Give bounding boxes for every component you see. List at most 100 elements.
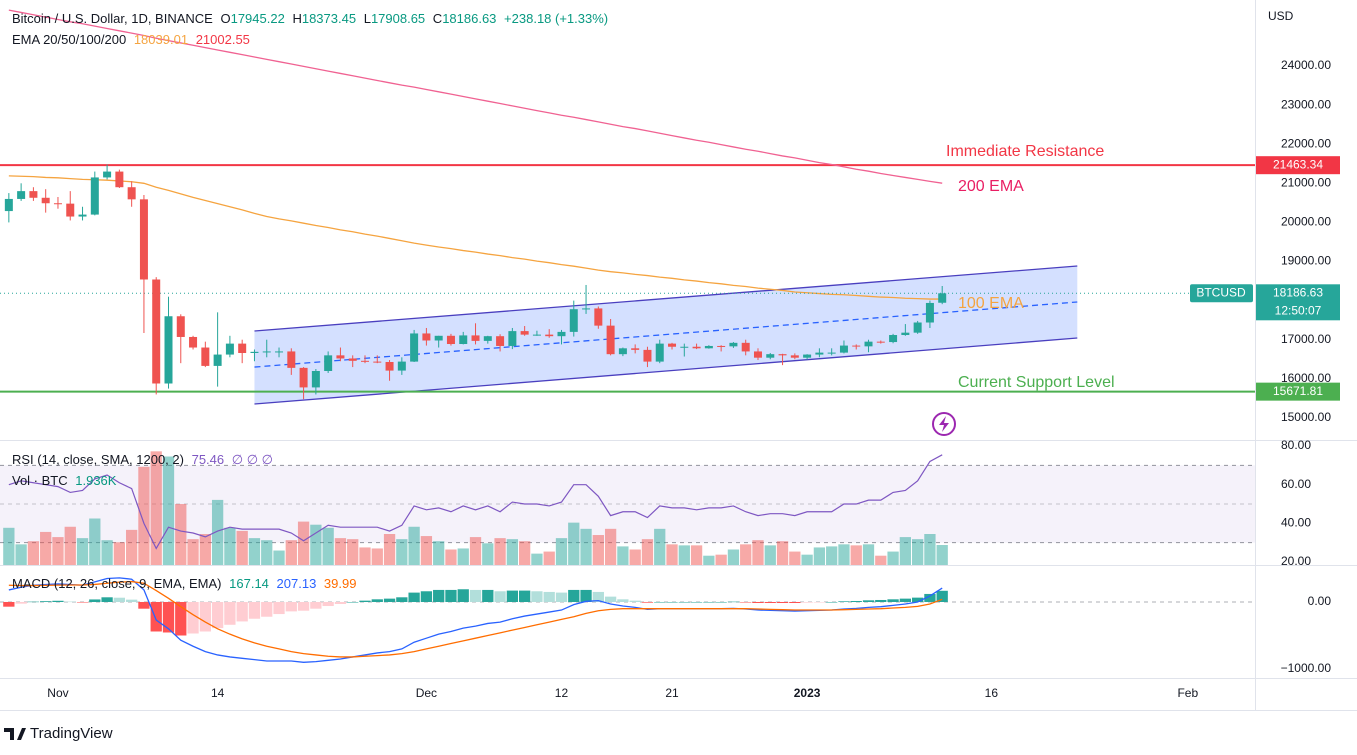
- macd-hist-bar: [52, 600, 64, 602]
- candle-body: [803, 354, 812, 358]
- x-tick-label: Dec: [416, 686, 437, 700]
- resistance-price-label: 21463.34: [1273, 157, 1323, 171]
- candle-body: [152, 279, 161, 384]
- macd-hist-bar: [285, 601, 297, 612]
- candle-body: [324, 355, 333, 371]
- volume-bar: [359, 547, 371, 565]
- macd-hist-bar: [420, 591, 433, 602]
- candle-body: [545, 334, 554, 337]
- volume-bar: [396, 539, 408, 565]
- resistance-label: Immediate Resistance: [946, 143, 1104, 160]
- candle-body: [446, 335, 455, 345]
- candle-body: [189, 336, 198, 348]
- volume-bar: [248, 538, 261, 565]
- volume-bar: [568, 522, 580, 565]
- candle-body: [729, 342, 738, 347]
- candle-body: [103, 171, 112, 178]
- volume-bar: [482, 543, 494, 565]
- candle-body: [397, 361, 406, 371]
- macd-hist-bar: [261, 601, 273, 617]
- hist-value: 167.14: [229, 576, 269, 591]
- candle-body: [741, 342, 750, 352]
- rsi-empty: ∅ ∅ ∅: [231, 452, 273, 467]
- candle-body: [127, 187, 136, 200]
- macd-hist-bar: [76, 601, 89, 603]
- volume-bar: [273, 550, 285, 565]
- volume-bar: [383, 534, 396, 565]
- volume-bar: [703, 555, 715, 565]
- signal-line: [8, 580, 943, 658]
- candle-body: [876, 341, 885, 343]
- macd-hist-bar: [850, 600, 862, 602]
- macd-hist-bar: [40, 601, 52, 602]
- candle-body: [508, 331, 517, 346]
- macd-hist-bar: [506, 590, 519, 602]
- rsi-pane: [0, 451, 1255, 565]
- macd-hist-bar: [334, 601, 347, 605]
- rsi-label: RSI (14, close, SMA, 1200, 2): [12, 452, 184, 467]
- volume-bar: [887, 551, 899, 565]
- macd-hist-bar: [15, 601, 27, 604]
- candle-body: [520, 331, 529, 335]
- volume-bar: [371, 548, 383, 565]
- macd-label: MACD (12, 26, close, 9, EMA, EMA): [12, 576, 222, 591]
- macd-hist-bar: [310, 601, 322, 609]
- macd-hist-bar: [162, 601, 175, 633]
- brand-name: TradingView: [30, 725, 113, 742]
- ohlc-label: L: [363, 11, 371, 26]
- candle-body: [778, 354, 787, 356]
- macd-hist-bar: [862, 600, 875, 602]
- macd-value: 207.13: [276, 576, 317, 591]
- candle-body: [889, 335, 898, 343]
- ema200-line: [8, 9, 943, 184]
- macd-hist-bar: [383, 598, 396, 602]
- volume-bar: [826, 546, 838, 565]
- volume-bar: [211, 499, 224, 565]
- ohlc-label: H: [292, 11, 302, 26]
- volume-bar: [789, 551, 801, 565]
- candle-body: [78, 214, 87, 217]
- volume-bar: [76, 538, 89, 565]
- volume-bar: [875, 555, 887, 565]
- macd-hist-bar: [371, 599, 383, 602]
- volume-bar: [175, 504, 187, 565]
- macd-hist-bar: [126, 599, 138, 602]
- macd-hist-bar: [408, 592, 420, 602]
- macd-hist-bar: [801, 601, 813, 603]
- ema-label: EMA 20/50/100/200: [12, 32, 127, 47]
- volume-bar: [297, 521, 310, 565]
- candle-body: [139, 199, 148, 280]
- candle-body: [115, 171, 124, 188]
- volume-bar: [899, 537, 911, 565]
- volume-bar: [838, 544, 850, 565]
- resistance-price-box: [1256, 156, 1340, 175]
- volume-bar: [862, 544, 875, 565]
- ema200-value: 21002.55: [195, 32, 250, 47]
- macd-hist-bar: [580, 589, 592, 602]
- macd-hist-bar: [604, 596, 617, 602]
- macd-hist-bar: [236, 601, 248, 622]
- macd-hist-bar: [199, 601, 211, 632]
- macd-hist-bar: [445, 589, 457, 602]
- candle-body: [213, 354, 222, 366]
- macd-hist-bar: [555, 592, 568, 602]
- change: +238.18 (+1.33%): [504, 11, 609, 26]
- macd-hist-bar: [875, 599, 887, 602]
- candle-body: [348, 358, 357, 361]
- volume-bar: [433, 541, 445, 565]
- volume-bar: [64, 526, 76, 565]
- macd-hist-bar: [789, 601, 801, 603]
- volume-bar: [150, 451, 162, 565]
- candle-body: [4, 198, 13, 212]
- candle-body: [225, 343, 234, 355]
- ema100-value: 18039.01: [133, 32, 189, 47]
- ohlc-label: O: [220, 11, 231, 26]
- macd-hist-bar: [297, 601, 310, 611]
- rsi-tick-label: 20.00: [1281, 554, 1311, 568]
- candle-body: [17, 191, 26, 199]
- candle-body: [594, 308, 603, 326]
- volume-legend: Vol · BTC 1.936K: [12, 473, 120, 488]
- channel-middle: [254, 301, 1078, 368]
- channel-lower: [254, 337, 1078, 405]
- channel-upper: [254, 265, 1078, 332]
